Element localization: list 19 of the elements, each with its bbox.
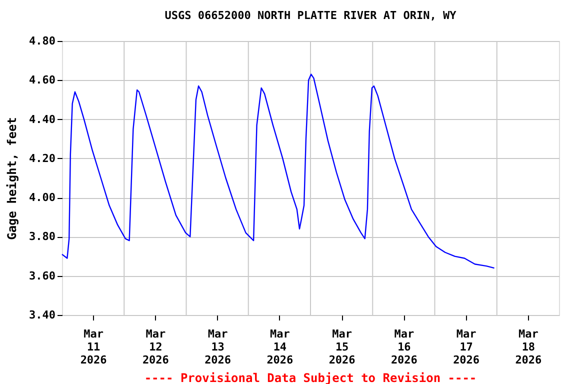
y-tick-label: 4.60 — [29, 74, 56, 87]
x-tick-label: Mar 15 2026 — [328, 328, 356, 366]
y-axis-title: Gage height, feet — [5, 117, 20, 240]
x-tick-label: Mar 18 2026 — [515, 328, 542, 366]
x-tick-label: Mar 17 2026 — [453, 328, 480, 366]
y-tick-label: 4.80 — [29, 34, 56, 48]
x-tick-label: Mar 13 2026 — [204, 328, 232, 366]
y-tick-label: 4.40 — [29, 112, 56, 126]
line-series — [61, 74, 495, 269]
x-tick-label: Mar 14 2026 — [266, 328, 294, 366]
y-tick-label: 3.80 — [29, 230, 56, 244]
y-tick-label: 4.20 — [29, 152, 56, 165]
y-tick-label: 4.00 — [29, 191, 56, 204]
y-tick-label: 3.40 — [29, 308, 56, 322]
x-tick-label: Mar 12 2026 — [142, 328, 170, 366]
x-tick-label: Mar 11 2026 — [80, 328, 108, 366]
chart-title: USGS 06652000 NORTH PLATTE RIVER AT ORIN, WY — [164, 9, 457, 22]
x-tick-label: Mar 16 2026 — [390, 328, 418, 366]
y-tick-label: 3.60 — [29, 269, 56, 282]
